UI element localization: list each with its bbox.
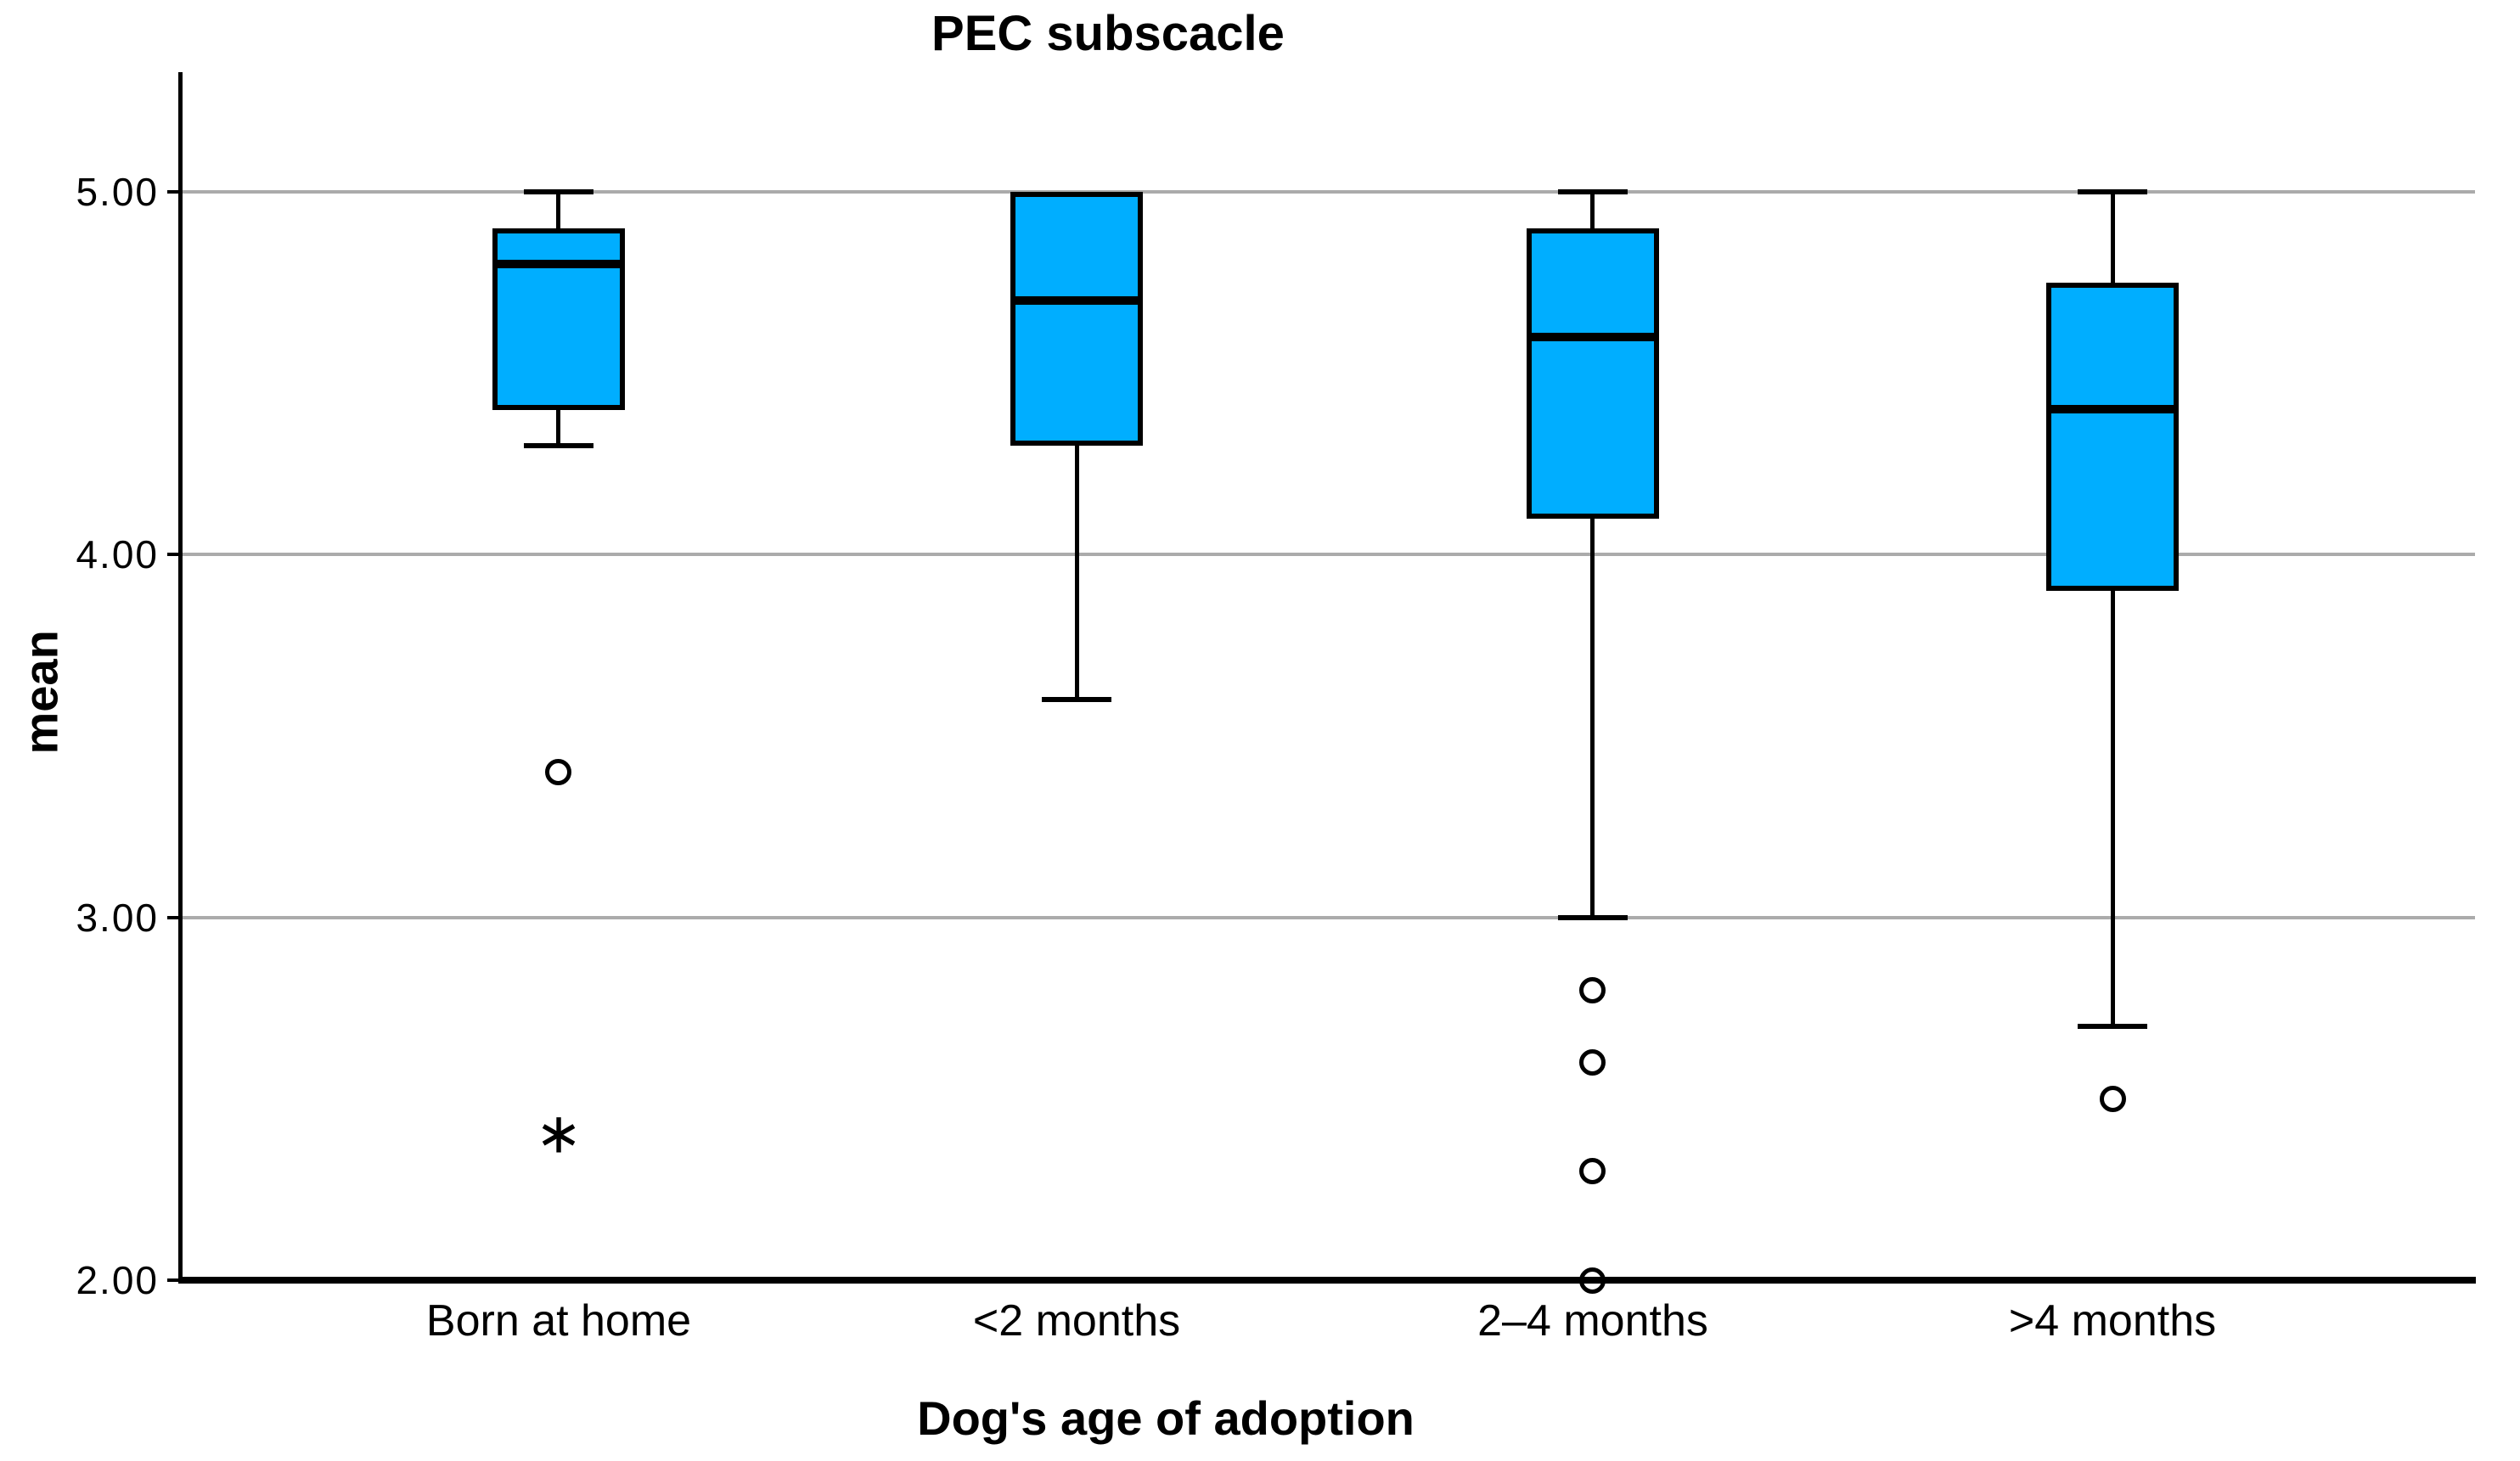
x-axis-title: Dog's age of adoption [917, 1391, 1415, 1445]
y-tick-mark [167, 916, 183, 919]
box [1010, 192, 1143, 446]
whisker-line [1590, 192, 1595, 228]
whisker-line [1590, 519, 1595, 918]
whisker-cap [2078, 1024, 2147, 1029]
outlier-marker [1579, 1158, 1606, 1184]
x-axis-line [178, 1277, 2476, 1284]
gridline [183, 190, 2475, 194]
median-line [2046, 405, 2179, 413]
box [1527, 228, 1659, 519]
x-tick-label: >4 months [2008, 1296, 2217, 1346]
box [492, 228, 625, 410]
x-tick-label: <2 months [972, 1296, 1181, 1346]
y-tick-label: 3.00 [76, 896, 159, 940]
y-tick-mark [167, 190, 183, 194]
whisker-cap [524, 189, 593, 194]
whisker-line [2111, 192, 2115, 283]
whisker-cap [1558, 915, 1628, 920]
median-line [492, 260, 625, 268]
y-tick-label: 2.00 [76, 1258, 159, 1302]
gridline [183, 916, 2475, 919]
whisker-cap [2078, 189, 2147, 194]
chart-title: PEC subscacle [931, 6, 1285, 61]
y-tick-label: 4.00 [76, 532, 159, 576]
x-tick-label: 2–4 months [1477, 1296, 1708, 1346]
median-line [1010, 296, 1143, 305]
outlier-marker [1579, 1267, 1606, 1294]
outlier-marker [2100, 1086, 2126, 1112]
y-tick-mark [167, 553, 183, 556]
outlier-marker [545, 759, 571, 785]
y-tick-label: 5.00 [76, 170, 159, 214]
y-axis-line [178, 72, 183, 1284]
whisker-line [1075, 446, 1079, 700]
whisker-line [556, 192, 560, 228]
whisker-line [2111, 591, 2115, 1026]
y-tick-mark [167, 1278, 183, 1282]
whisker-line [556, 409, 560, 446]
x-tick-label: Born at home [425, 1296, 692, 1346]
outlier-marker [1579, 977, 1606, 1003]
median-line [1527, 333, 1659, 341]
extreme-marker: ∗ [535, 1100, 582, 1166]
box [2046, 283, 2179, 591]
outlier-marker [1579, 1049, 1606, 1076]
whisker-cap [1558, 189, 1628, 194]
whisker-cap [524, 443, 593, 448]
gridline [183, 553, 2475, 556]
whisker-cap [1042, 697, 1111, 702]
